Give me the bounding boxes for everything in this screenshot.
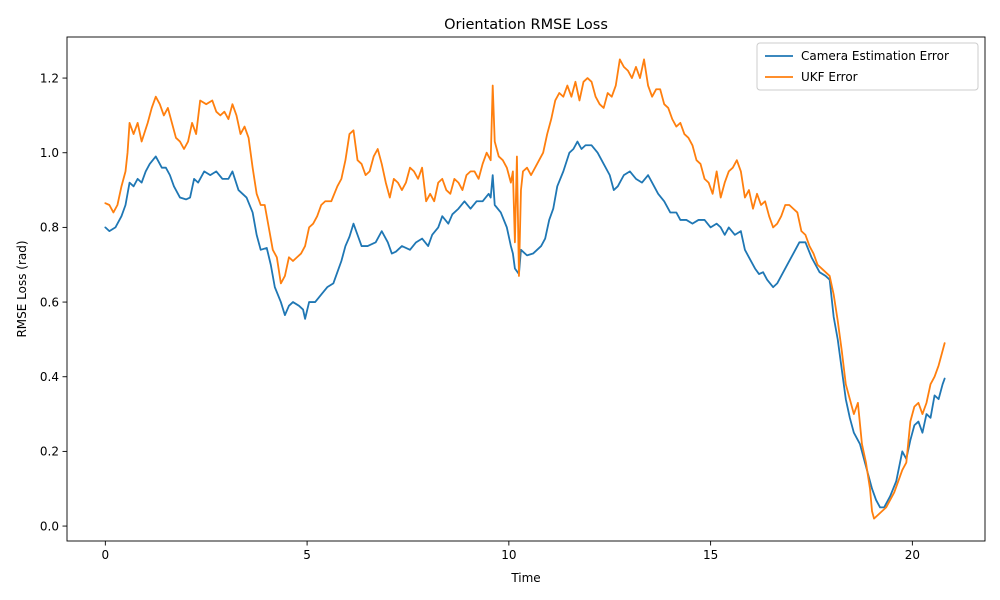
x-axis: 0 5 10 15 20	[102, 541, 920, 562]
x-tick-label: 20	[905, 548, 920, 562]
x-tick-label: 10	[501, 548, 516, 562]
y-axis-title: RMSE Loss (rad)	[15, 240, 29, 337]
y-tick-label: 0.6	[40, 295, 59, 309]
chart-title: Orientation RMSE Loss	[444, 17, 608, 33]
series-layer	[104, 58, 946, 520]
x-tick-label: 5	[303, 548, 311, 562]
legend-label-camera: Camera Estimation Error	[801, 49, 949, 63]
x-tick-label: 15	[703, 548, 718, 562]
series-line-camera	[104, 140, 946, 509]
plot-frame	[66, 36, 986, 542]
x-axis-title: Time	[510, 571, 540, 585]
legend-label-ukf: UKF Error	[801, 70, 858, 84]
x-tick-label: 0	[102, 548, 110, 562]
y-tick-label: 0.4	[40, 370, 59, 384]
y-axis: 0.0 0.2 0.4 0.6 0.8 1.0 1.2	[40, 71, 67, 533]
y-tick-label: 1.2	[40, 71, 59, 85]
y-tick-label: 1.0	[40, 146, 59, 160]
y-tick-label: 0.0	[40, 519, 59, 533]
y-tick-label: 0.8	[40, 221, 59, 235]
y-tick-label: 0.2	[40, 445, 59, 459]
legend: Camera Estimation Error UKF Error	[756, 42, 979, 91]
plot-area	[67, 37, 985, 541]
series-line-ukf	[104, 58, 946, 520]
legend-box	[756, 42, 979, 91]
